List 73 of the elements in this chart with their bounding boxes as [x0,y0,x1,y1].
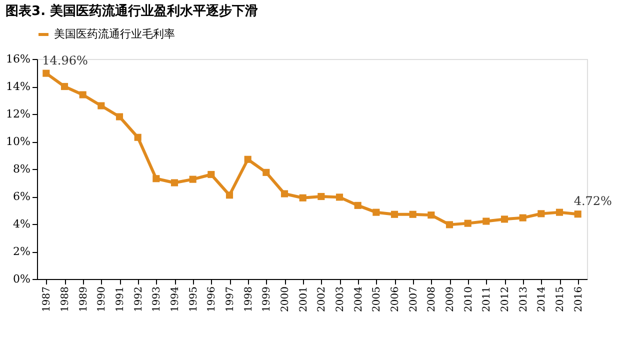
legend-label: 美国医药流通行业毛利率 [54,28,175,40]
data-label: 14.96% [42,53,88,68]
x-tick-label: 2016 [573,286,584,312]
point [244,156,252,163]
y-tick-label: 12% [6,108,30,120]
point [428,212,435,219]
point [409,210,416,218]
x-tick-label: 2007 [408,286,420,312]
x-tick-label: 2003 [335,286,346,312]
x-tick-label: 2009 [445,286,456,312]
point [390,210,398,218]
point [318,192,325,200]
x-tick-label: 2012 [500,286,511,312]
x-tick-label: 1988 [60,286,71,312]
x-tick-label: 2000 [280,286,291,312]
point [189,176,196,183]
point [482,218,490,225]
x-tick-label: 2005 [372,286,383,312]
x-tick-label: 1994 [170,286,181,312]
point [574,210,582,218]
x-tick-label: 2008 [426,286,438,312]
point [226,192,234,199]
x-tick-label: 2001 [298,286,310,312]
x-tick-label: 1992 [133,286,144,312]
x-tick-label: 2015 [555,286,566,312]
x-tick-label: 2014 [536,286,548,312]
x-tick-label: 2002 [316,286,328,312]
point [208,170,215,178]
x-tick-label: 2013 [518,286,530,312]
x-tick-label: 2010 [463,286,474,312]
point [446,221,454,228]
point [500,216,508,223]
point [464,220,472,227]
x-tick-label: 1987 [42,286,53,312]
point [354,202,362,209]
x-tick-label: 2006 [390,286,401,312]
point [519,214,526,222]
point [152,175,160,182]
point [79,91,86,98]
y-tick-label: 8% [13,162,30,176]
x-tick-label: 1995 [188,286,200,312]
y-tick-label: 0% [13,272,30,286]
chart-title: 图表3. 美国医药流通行业盈利水平逐步下滑 [6,3,258,19]
x-tick-label: 1998 [243,286,254,312]
point [134,134,142,141]
point [60,82,68,90]
y-tick-label: 14% [6,80,30,93]
point [116,113,124,120]
x-tick-label: 1996 [206,286,218,312]
point [538,210,545,218]
point [98,102,105,110]
x-tick-label: 1991 [115,286,126,312]
x-tick-label: 1999 [262,286,273,312]
point [262,168,270,176]
x-tick-label: 1989 [78,286,90,312]
point [336,194,344,201]
y-tick-label: 6% [13,190,30,203]
x-tick-label: 2011 [482,286,493,312]
point [372,208,380,216]
point [299,194,306,202]
x-tick-label: 1997 [225,286,236,312]
x-tick-label: 1990 [96,286,108,312]
point [42,70,50,77]
point [556,208,564,216]
x-tick-label: 1993 [152,286,163,312]
data-label: 4.72% [574,194,612,208]
y-tick-label: 10% [6,135,30,148]
point [170,179,178,186]
y-tick-label: 4% [13,218,30,230]
x-tick-label: 2004 [353,286,364,312]
y-tick-label: 2% [13,245,30,258]
point [280,190,288,198]
y-tick-label: 16% [6,52,30,66]
